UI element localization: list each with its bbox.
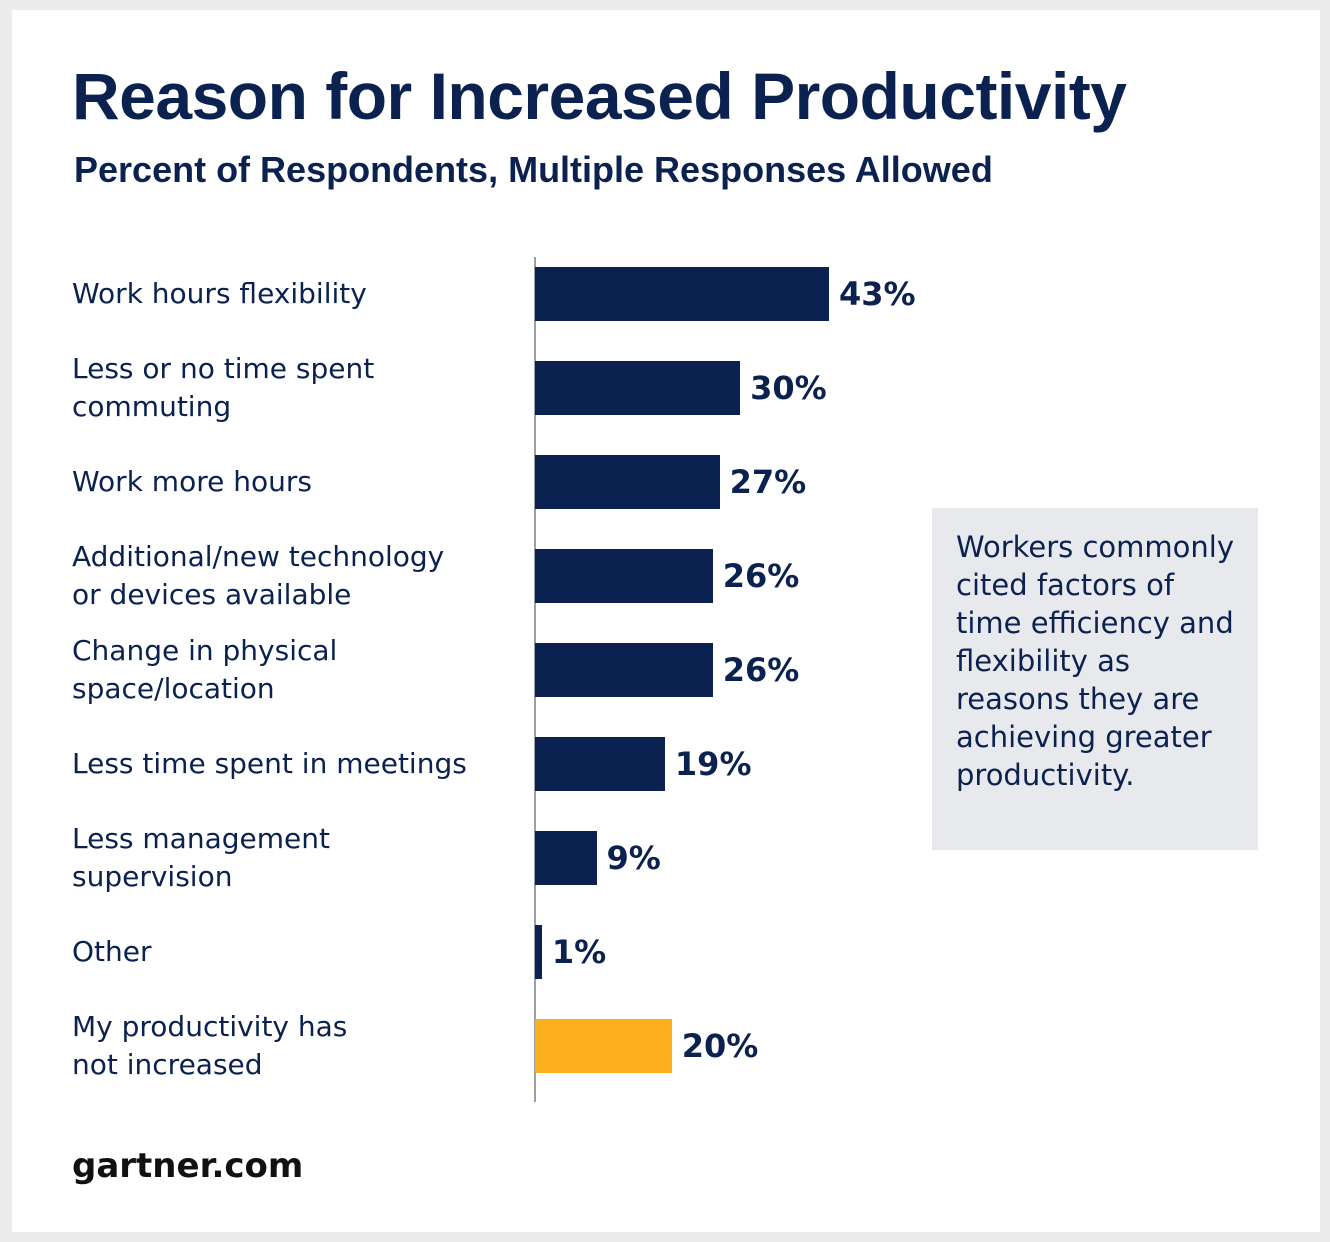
data-label: 9% [606,839,661,877]
data-label: 27% [729,463,807,501]
bar [535,737,665,791]
category-label: Work hours flexibility [72,277,367,310]
chart-card: Reason for Increased Productivity Percen… [12,10,1320,1232]
bar [535,549,713,603]
data-label: 30% [750,369,827,407]
bar [535,831,597,885]
annotation-text: Workers commonly cited factors of time e… [956,530,1235,792]
category-label: Less time spent in meetings [72,747,467,780]
data-label: 26% [722,651,800,689]
category-label: Other [72,935,152,968]
data-label: 1% [551,933,607,971]
bar [535,925,542,979]
source-label: gartner.com [72,1146,304,1186]
category-label: Work more hours [72,465,312,498]
category-label: Less management supervision [72,822,330,893]
bar [535,455,720,509]
bar [535,361,741,415]
annotation-box: Workers commonly cited factors of time e… [932,508,1258,850]
category-label: Less or no time spent commuting [72,352,375,423]
bar [535,1019,672,1073]
chart-title: Reason for Increased Productivity [72,59,1127,133]
data-label: 19% [674,745,752,783]
bar [535,267,829,321]
data-label: 26% [722,557,800,595]
chart-subtitle: Percent of Respondents, Multiple Respons… [74,149,993,190]
category-label: Change in physical space/location [72,634,338,705]
data-label: 43% [839,275,916,313]
bar [535,643,713,697]
data-label: 20% [681,1027,759,1065]
category-label: Additional/new technology or devices ava… [72,540,445,611]
category-label: My productivity has not increased [72,1010,348,1081]
